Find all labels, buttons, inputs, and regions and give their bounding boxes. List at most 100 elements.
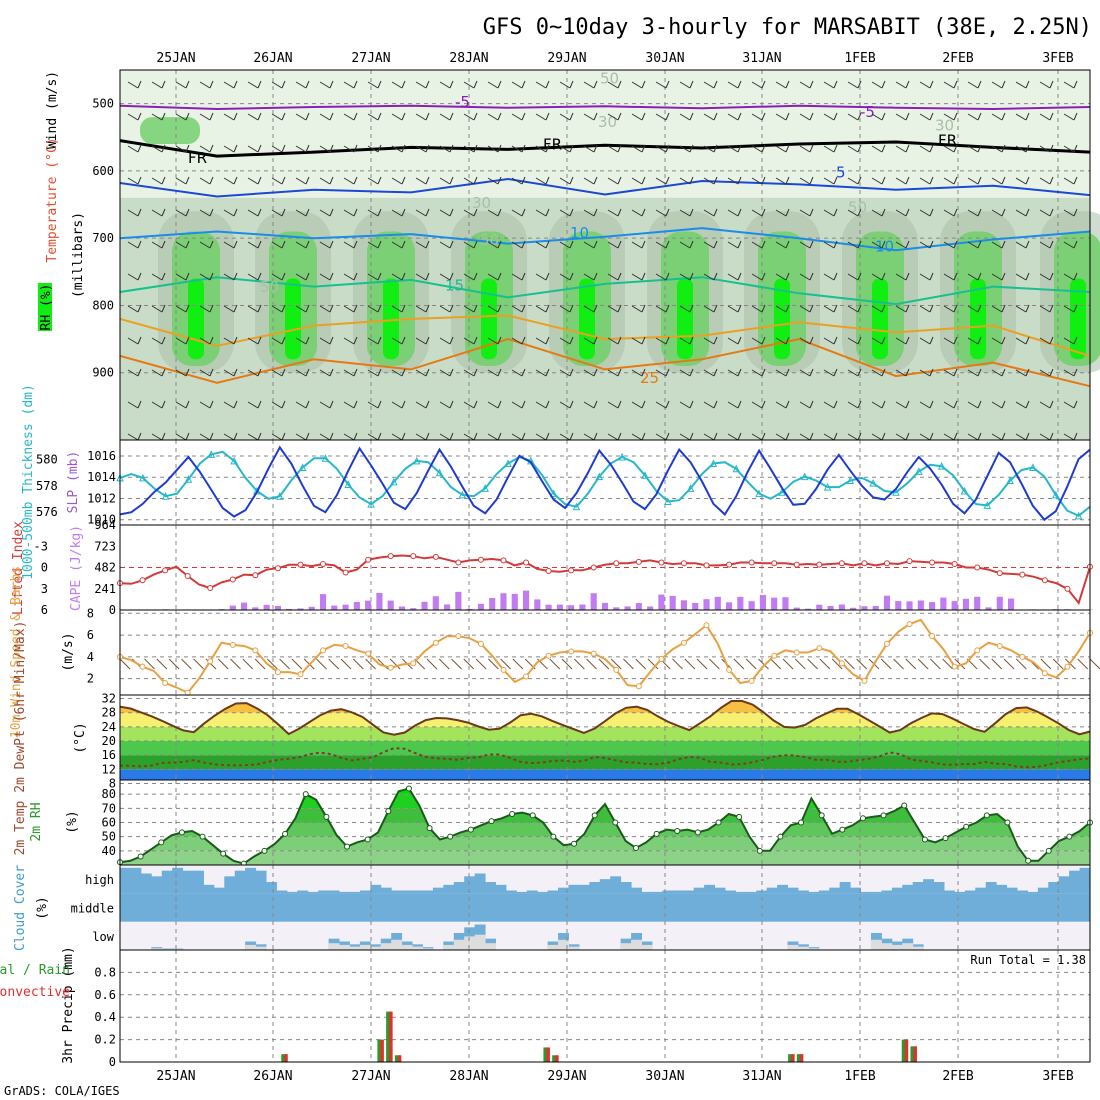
wind-barb — [833, 368, 838, 377]
wind-barb — [1015, 273, 1027, 281]
wind-barb — [391, 209, 403, 217]
wind-barb — [727, 401, 739, 409]
wind-barb — [449, 80, 454, 89]
wind-barb — [1015, 209, 1027, 217]
wind-barb — [391, 81, 403, 89]
wind-barb — [343, 433, 355, 441]
cloud-bar-high — [1069, 870, 1081, 894]
wind-barb — [1039, 241, 1051, 249]
wind-barb — [905, 304, 910, 313]
cloud-bar-high — [829, 887, 841, 894]
wind-barb — [209, 272, 214, 281]
cloud-bar-high — [933, 882, 945, 894]
rh-unit-label: (%) — [65, 810, 80, 833]
wind-barb — [415, 81, 427, 89]
wind-barb — [775, 113, 787, 121]
wind-barb — [439, 113, 451, 121]
wind-barb — [617, 432, 622, 441]
temp-axis-label: 2m Temp 2m DewPt (6hr Min/Max) — [13, 621, 28, 856]
wind-barb — [655, 401, 667, 409]
wind-barb — [181, 658, 192, 670]
wind-barb — [305, 400, 310, 409]
wind-barb — [281, 176, 286, 185]
cloud-level-label: low — [92, 930, 114, 944]
wind-barb — [895, 369, 907, 377]
wind-barb — [271, 177, 283, 185]
wind-barb — [401, 432, 406, 441]
wind-barb — [1073, 304, 1078, 313]
wind-barb — [295, 81, 307, 89]
wind-barb — [703, 81, 715, 89]
wind-barb — [785, 176, 790, 185]
wind-barb — [1073, 144, 1078, 153]
wind-barb — [751, 81, 763, 89]
y-tick-label: 8 — [109, 777, 116, 791]
wind-barb — [425, 112, 430, 121]
wind-barb — [185, 368, 190, 377]
wind-barb — [425, 400, 430, 409]
rh-blob-bright — [481, 278, 497, 360]
wind-barb — [353, 368, 358, 377]
wind-barb — [893, 658, 904, 670]
data-point — [726, 561, 733, 568]
wind-barb — [305, 112, 310, 121]
wind-barb — [569, 144, 574, 153]
wind-barb — [1073, 400, 1078, 409]
wind-barb — [745, 658, 757, 670]
cloud-bar-middle — [359, 893, 371, 922]
wind-barb — [761, 368, 766, 377]
wind-barb — [223, 241, 235, 249]
wind-barb — [185, 400, 190, 409]
wind-barb — [1001, 176, 1006, 185]
wind-barb — [895, 209, 907, 217]
wind-barb — [930, 658, 941, 670]
data-point — [1025, 857, 1032, 864]
cloud-bar-middle — [224, 893, 236, 922]
rh-color-band — [120, 822, 1090, 837]
wind-barb — [377, 432, 382, 441]
wind-barb — [919, 113, 931, 121]
run-total-text: Run Total = 1.38 — [970, 953, 1086, 967]
wind-barb — [254, 658, 266, 670]
wind-barb — [295, 305, 307, 313]
wind-barb — [209, 176, 214, 185]
cloud-bar-middle — [453, 893, 465, 922]
cloud-bar-middle — [245, 893, 257, 922]
wind-barb — [305, 240, 310, 249]
wind-barb — [127, 241, 139, 249]
wind-barb — [703, 113, 715, 121]
wind-barb — [679, 209, 691, 217]
wind-barb — [473, 368, 478, 377]
wind-barb — [665, 336, 670, 345]
wind-barb — [895, 337, 907, 345]
cape-bar — [771, 597, 778, 610]
wind-barb — [151, 177, 163, 185]
wind-barb — [257, 336, 262, 345]
cloud-bar-high — [297, 890, 309, 894]
wind-barb — [991, 305, 1003, 313]
cape-axis-label: CAPE (J/kg) — [69, 525, 84, 611]
data-point — [500, 666, 507, 673]
cloud-bar-middle — [683, 893, 695, 922]
wind-barb — [295, 337, 307, 345]
wind-barb — [175, 177, 187, 185]
wind-barb — [561, 658, 573, 670]
wind-barb — [223, 145, 235, 153]
wind-barb — [545, 176, 550, 185]
wind-barb — [175, 369, 187, 377]
wind-barb — [319, 145, 331, 153]
wind-barb — [905, 368, 910, 377]
wind-barb — [1039, 113, 1051, 121]
data-point — [839, 826, 846, 833]
data-point — [771, 652, 778, 659]
wind-barb — [439, 209, 451, 217]
cape-bar — [917, 600, 924, 610]
cloud-low-bar — [349, 946, 361, 950]
wind-barb — [497, 368, 502, 377]
wind-barb — [665, 80, 670, 89]
wind-barb — [593, 144, 598, 153]
wind-barb — [391, 337, 403, 345]
wind-barb — [703, 177, 715, 185]
data-point — [816, 645, 823, 652]
wind-barb — [487, 401, 499, 409]
